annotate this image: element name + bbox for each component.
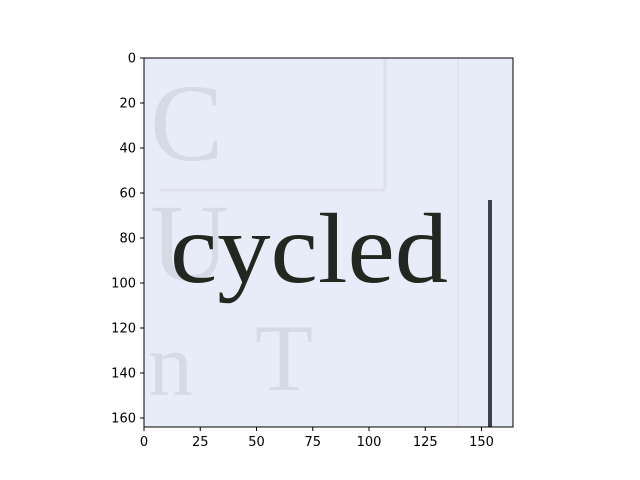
x-tick-label: 75 bbox=[304, 435, 321, 450]
ghost-glyph-u: U bbox=[150, 182, 229, 304]
y-tick-label: 20 bbox=[119, 97, 136, 112]
image-background bbox=[144, 58, 513, 427]
y-tick-label: 120 bbox=[111, 322, 136, 337]
x-axis-ticks: 0 25 50 75 100 125 150 bbox=[140, 427, 494, 450]
ghost-glyph-n: n bbox=[148, 316, 193, 415]
y-tick-label: 40 bbox=[119, 142, 136, 157]
y-tick-label: 0 bbox=[128, 52, 136, 67]
y-axis-ticks: 0 20 40 60 80 100 120 140 160 bbox=[111, 52, 144, 427]
x-tick-label: 125 bbox=[413, 435, 438, 450]
ghost-glyphs: C U n T bbox=[148, 58, 459, 427]
x-tick-label: 50 bbox=[248, 435, 265, 450]
y-tick-label: 100 bbox=[111, 277, 136, 292]
vertical-bar bbox=[488, 200, 492, 427]
ghost-glyph-c: C bbox=[150, 62, 223, 184]
y-tick-label: 60 bbox=[119, 187, 136, 202]
image-word: cycled bbox=[170, 193, 448, 304]
x-tick-label: 25 bbox=[192, 435, 209, 450]
y-tick-label: 80 bbox=[119, 232, 136, 247]
axes-frame bbox=[143, 57, 514, 428]
y-tick-label: 140 bbox=[111, 367, 136, 382]
x-tick-label: 100 bbox=[357, 435, 382, 450]
y-tick-label: 160 bbox=[111, 412, 136, 427]
image-area: C U n T cycled bbox=[144, 58, 513, 427]
x-tick-label: 150 bbox=[469, 435, 494, 450]
ghost-glyph-t: T bbox=[255, 305, 313, 411]
x-tick-label: 0 bbox=[140, 435, 148, 450]
